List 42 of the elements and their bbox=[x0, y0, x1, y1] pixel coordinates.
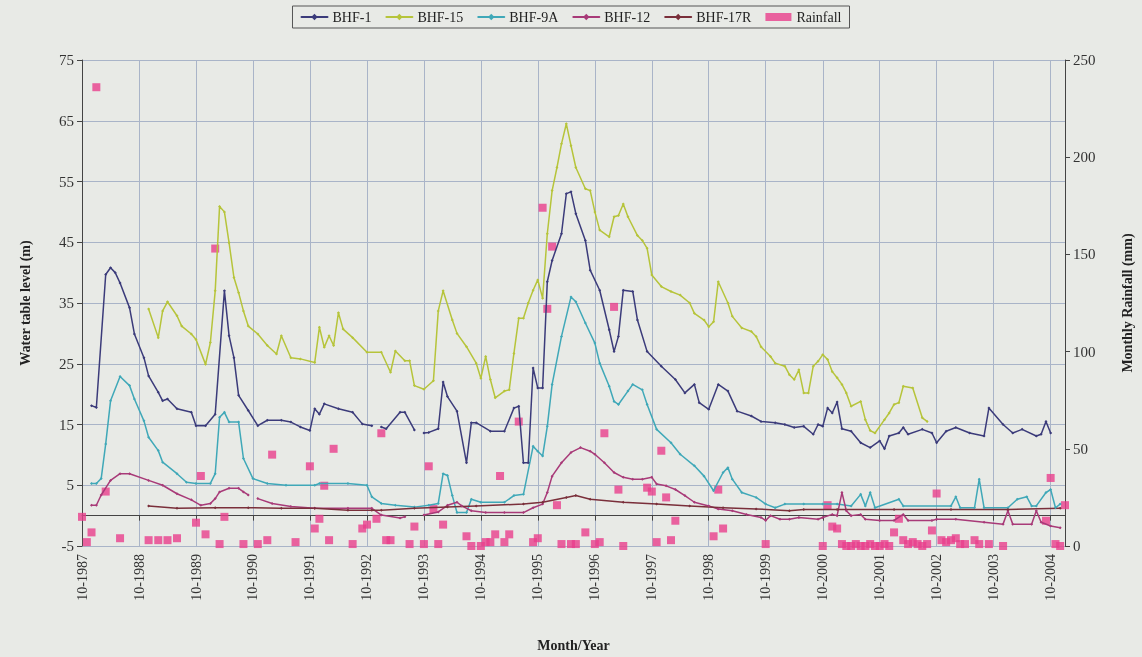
y2-tick-label: 100 bbox=[1073, 343, 1096, 360]
y2-tick-label: 150 bbox=[1073, 246, 1096, 263]
x-tick-label: 10-2004 bbox=[1043, 554, 1059, 601]
x-tick-label: 10-1988 bbox=[131, 554, 147, 601]
y-tick-label: -5 bbox=[61, 538, 74, 554]
y2-tick-label: 200 bbox=[1073, 149, 1096, 166]
x-tick-label: 10-1991 bbox=[302, 554, 318, 601]
legend-label: BHF-15 bbox=[417, 9, 464, 25]
x-axis-title: Month/Year bbox=[537, 637, 610, 653]
y-tick-label: 25 bbox=[59, 355, 74, 372]
x-tick-label: 10-2002 bbox=[929, 554, 945, 601]
x-tick-label: 10-1994 bbox=[473, 554, 489, 601]
x-tick-label: 10-1992 bbox=[359, 554, 375, 601]
legend-label: BHF-9A bbox=[509, 9, 560, 25]
legend-label: BHF-1 bbox=[332, 9, 372, 25]
x-tick-label: 10-1996 bbox=[587, 554, 603, 601]
y-tick-label: 75 bbox=[59, 52, 74, 68]
y-tick-label: 35 bbox=[59, 295, 74, 311]
x-tick-label: 10-1995 bbox=[530, 554, 546, 601]
x-tick-label: 10-1998 bbox=[701, 554, 717, 601]
y-tick-label: 65 bbox=[59, 112, 74, 129]
x-tick-label: 10-1989 bbox=[188, 554, 204, 601]
y2-axis-title: Monthly Rainfall (mm) bbox=[1119, 233, 1136, 373]
y2-tick-label: 50 bbox=[1073, 440, 1088, 457]
legend-label: BHF-12 bbox=[604, 9, 651, 25]
x-tick-label: 10-1993 bbox=[416, 554, 432, 601]
legend-label: Rainfall bbox=[796, 9, 842, 25]
x-tick-label: 10-2003 bbox=[986, 554, 1002, 601]
y2-tick-label: 0 bbox=[1073, 538, 1081, 554]
y2-tick-label: 250 bbox=[1073, 52, 1096, 68]
x-tick-label: 10-1990 bbox=[245, 554, 261, 601]
legend-label: BHF-17R bbox=[696, 9, 753, 25]
x-tick-label: 10-1999 bbox=[758, 554, 774, 601]
y-tick-label: 45 bbox=[59, 234, 74, 251]
y-tick-label: 15 bbox=[59, 416, 74, 433]
y-tick-label: 55 bbox=[59, 173, 74, 190]
y-tick-label: 5 bbox=[66, 477, 74, 494]
x-tick-label: 10-2001 bbox=[872, 554, 888, 601]
x-tick-label: 10-2000 bbox=[815, 554, 831, 601]
x-tick-label: 10-1997 bbox=[644, 554, 660, 601]
y-axis-title: Water table level (m) bbox=[17, 240, 34, 366]
x-tick-label: 10-1987 bbox=[74, 554, 90, 601]
